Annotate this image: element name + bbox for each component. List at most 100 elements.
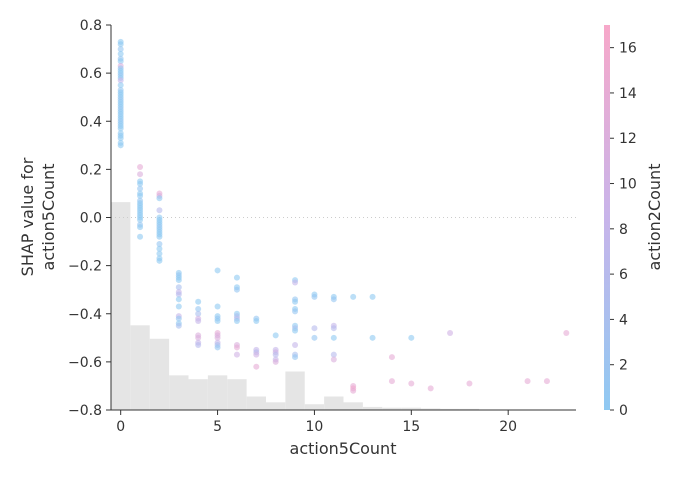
scatter-point xyxy=(253,363,260,370)
scatter-points xyxy=(117,38,570,394)
scatter-point xyxy=(233,286,240,293)
colorbar-tick-label: 4 xyxy=(619,312,628,328)
scatter-point xyxy=(350,387,357,394)
scatter-point xyxy=(330,351,337,358)
scatter-point xyxy=(117,135,124,142)
y-tick-label: −0.4 xyxy=(68,307,102,323)
scatter-point xyxy=(117,125,124,132)
colorbar xyxy=(604,25,610,410)
colorbar-tick-label: 16 xyxy=(619,41,637,57)
scatter-point xyxy=(137,233,144,240)
scatter-point xyxy=(156,233,163,240)
colorbar-tick-label: 10 xyxy=(619,177,637,193)
scatter-point xyxy=(137,171,144,178)
scatter-point xyxy=(330,356,337,363)
histogram-bar xyxy=(362,406,383,410)
x-axis-title: action5Count xyxy=(290,439,397,458)
scatter-point xyxy=(175,277,182,284)
scatter-point xyxy=(466,380,473,387)
histogram-bar xyxy=(382,407,402,410)
scatter-point xyxy=(330,296,337,303)
histogram-bar xyxy=(304,404,325,410)
colorbar-tick-label: 14 xyxy=(619,86,637,102)
scatter-point xyxy=(117,142,124,149)
scatter-point xyxy=(388,354,395,361)
scatter-point xyxy=(233,351,240,358)
y-axis-title-line-2: action5Count xyxy=(39,164,58,271)
y-axis-ticks: −0.8 −0.6 −0.4 −0.2 0.0 0.2 0.4 0.6 0.8 xyxy=(68,18,111,419)
scatter-point xyxy=(292,308,299,315)
scatter-point xyxy=(195,334,202,341)
scatter-point xyxy=(156,245,163,252)
colorbar-ticks: 0 2 4 6 8 10 12 14 16 xyxy=(610,41,637,419)
colorbar-title: action2Count xyxy=(645,164,664,271)
x-tick-label: 20 xyxy=(499,419,517,435)
scatter-point xyxy=(330,334,337,341)
scatter-point xyxy=(214,334,221,341)
scatter-point xyxy=(292,354,299,361)
scatter-point xyxy=(214,317,221,324)
scatter-point xyxy=(388,378,395,385)
scatter-point xyxy=(330,325,337,332)
y-tick-label: −0.6 xyxy=(68,355,102,371)
scatter-point xyxy=(311,334,318,341)
scatter-point xyxy=(137,185,144,192)
x-tick-label: 0 xyxy=(116,419,125,435)
scatter-point xyxy=(117,77,124,84)
scatter-point xyxy=(524,378,531,385)
scatter-point xyxy=(195,317,202,324)
scatter-point xyxy=(369,334,376,341)
histogram-bar xyxy=(188,379,208,410)
scatter-point xyxy=(233,274,240,281)
histogram-bar xyxy=(227,379,247,410)
histogram-bar xyxy=(130,325,150,410)
scatter-point xyxy=(117,41,124,48)
scatter-point xyxy=(175,315,182,322)
scatter-point xyxy=(253,351,260,358)
scatter-point xyxy=(117,50,124,57)
scatter-point xyxy=(427,385,434,392)
scatter-point xyxy=(195,305,202,312)
scatter-point xyxy=(137,163,144,170)
y-tick-label: −0.8 xyxy=(68,403,102,419)
x-tick-label: 5 xyxy=(213,419,222,435)
scatter-point xyxy=(156,240,163,247)
scatter-point xyxy=(175,291,182,298)
y-axis-title-line-1: SHAP value for xyxy=(18,157,37,276)
scatter-point xyxy=(175,303,182,310)
scatter-point xyxy=(272,332,279,339)
histogram-bar xyxy=(285,371,305,410)
histogram-bar xyxy=(440,408,460,410)
x-tick-label: 15 xyxy=(402,419,420,435)
scatter-point xyxy=(117,82,124,89)
scatter-point xyxy=(253,317,260,324)
y-tick-label: 0.0 xyxy=(80,211,102,227)
feature-histogram xyxy=(111,202,480,410)
scatter-point xyxy=(175,322,182,329)
scatter-point xyxy=(311,293,318,300)
scatter-point xyxy=(543,378,550,385)
scatter-point xyxy=(292,279,299,286)
scatter-point xyxy=(175,284,182,291)
scatter-point xyxy=(233,344,240,351)
y-tick-label: −0.2 xyxy=(68,259,102,275)
scatter-point xyxy=(272,351,279,358)
scatter-point xyxy=(195,342,202,349)
y-tick-label: 0.6 xyxy=(80,66,102,82)
scatter-point xyxy=(156,250,163,257)
colorbar-tick-label: 2 xyxy=(619,358,628,374)
scatter-point xyxy=(292,327,299,334)
colorbar-tick-label: 8 xyxy=(619,222,628,238)
y-tick-label: 0.8 xyxy=(80,18,102,34)
histogram-bar xyxy=(169,375,189,410)
scatter-point xyxy=(292,298,299,305)
histogram-bar xyxy=(111,202,131,410)
scatter-point xyxy=(195,310,202,317)
scatter-point xyxy=(311,325,318,332)
scatter-point xyxy=(117,58,124,65)
scatter-point xyxy=(292,342,299,349)
x-axis-ticks: 0 5 10 15 20 xyxy=(116,410,517,435)
scatter-point xyxy=(214,267,221,274)
y-axis-title: SHAP value for action5Count xyxy=(18,157,58,276)
